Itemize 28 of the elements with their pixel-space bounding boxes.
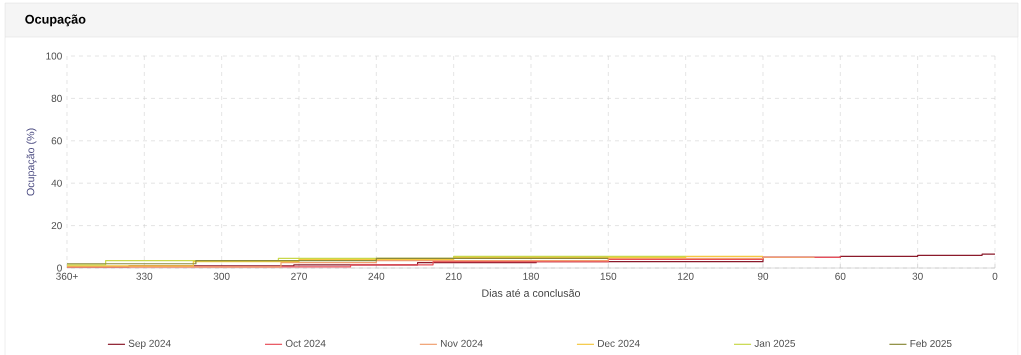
x-tick-label: 150	[600, 272, 617, 280]
x-tick-label: 360+	[56, 272, 78, 280]
y-tick-label: 60	[51, 137, 62, 145]
x-tick-label: 30	[912, 272, 923, 280]
y-tick-label: 80	[51, 94, 62, 102]
x-tick-label: 330	[136, 272, 153, 280]
y-tick-label: 100	[46, 52, 62, 60]
legend-label: Feb 2025	[910, 339, 952, 348]
x-tick-label: 60	[835, 272, 846, 280]
legend-label: Dec 2024	[598, 339, 640, 347]
x-tick-label: 300	[213, 272, 230, 280]
legend-label: Jan 2025	[754, 339, 796, 347]
x-tick-label: 90	[757, 272, 769, 280]
x-tick-label: 240	[368, 272, 385, 280]
x-tick-label: 270	[291, 272, 307, 280]
legend-label: Oct 2024	[285, 339, 326, 347]
x-axis-title: Dias até a conclusão	[482, 288, 581, 297]
x-tick-label: 210	[445, 272, 462, 280]
y-tick-label: 40	[51, 179, 62, 187]
x-tick-label: 120	[678, 272, 694, 280]
y-tick-label: 20	[51, 222, 62, 230]
legend-label: Nov 2024	[440, 339, 483, 347]
x-tick-label: 0	[992, 272, 998, 280]
chart-title: Ocupação	[25, 14, 86, 27]
y-tick-label: 0	[57, 264, 62, 272]
x-tick-label: 180	[523, 272, 539, 280]
legend-label: Sep 2024	[128, 339, 171, 349]
y-axis-title: Ocupação (%)	[26, 128, 37, 196]
